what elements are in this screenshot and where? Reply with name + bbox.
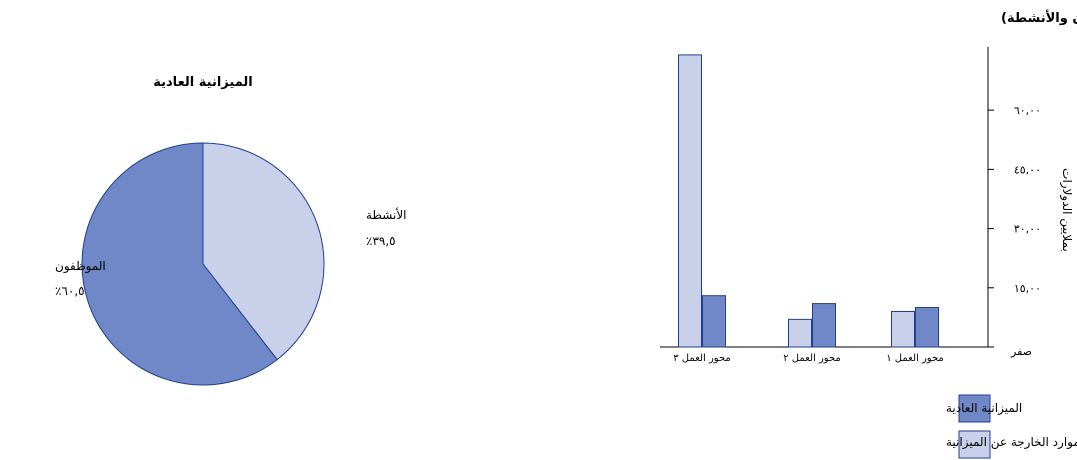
- legend-label-regular-budget: الميزانية العادية: [946, 401, 1022, 416]
- pie-slice-label-staff-name: الموظفون: [55, 259, 106, 274]
- x-category-label: محور العمل ٣: [673, 353, 731, 364]
- pie-chart: الميزانية العادية الأنشطة ٣٩,٥٪ الموظفون…: [55, 75, 407, 386]
- pie-slice-label-activities-name: الأنشطة: [366, 207, 407, 222]
- bar-marks: [678, 54, 939, 348]
- bar-chart: إجمالي الموارد (الموظفون والأنشطة) بملاي…: [660, 9, 1077, 459]
- pie-slice: [81, 142, 278, 386]
- pie-title: الميزانية العادية: [153, 75, 253, 90]
- pie-slice-label-activities-percent: ٣٩,٥٪: [366, 234, 396, 248]
- bar-legend: الميزانية العادية الموارد الخارجة عن الم…: [946, 394, 1077, 459]
- x-category-label: محور العمل ١: [886, 353, 944, 364]
- y-tick-label: ٣٠,٠٠: [1014, 223, 1041, 236]
- pie-slice-label-staff-percent: ٦٠,٥٪: [55, 284, 85, 298]
- bar: [915, 307, 939, 348]
- y-tick-label: ١٥,٠٠: [1014, 282, 1041, 295]
- bar-title: إجمالي الموارد (الموظفون والأنشطة): [1001, 9, 1077, 26]
- bar: [812, 303, 836, 348]
- bar: [891, 310, 915, 348]
- bar: [678, 54, 702, 348]
- pie-slices: [81, 142, 325, 386]
- y-tick-label: صفر: [1010, 345, 1032, 358]
- y-tick-label: ٦٠,٠٠: [1014, 104, 1041, 117]
- bar-x-categories: محور العمل ٣ محور العمل ٢ محور العمل ١: [673, 353, 944, 364]
- bar: [702, 295, 726, 348]
- bar-y-axis-label: بملايين الدولارات: [1059, 168, 1074, 252]
- y-tick-label: ٤٥,٠٠: [1014, 163, 1041, 176]
- bar-y-ticks: صفر ١٥,٠٠ ٣٠,٠٠ ٤٥,٠٠ ٦٠,٠٠: [988, 104, 1041, 358]
- legend-swatch-extrabudgetary: [958, 430, 991, 459]
- legend-label-extrabudgetary: الموارد الخارجة عن الميزانية: [946, 435, 1077, 450]
- legend-swatch-regular-budget: [958, 394, 991, 423]
- pie-slice: [202, 142, 325, 361]
- bar: [788, 318, 812, 348]
- pie-slice-labels: الأنشطة ٣٩,٥٪ الموظفون ٦٠,٥٪: [55, 207, 407, 298]
- x-category-label: محور العمل ٢: [783, 353, 841, 364]
